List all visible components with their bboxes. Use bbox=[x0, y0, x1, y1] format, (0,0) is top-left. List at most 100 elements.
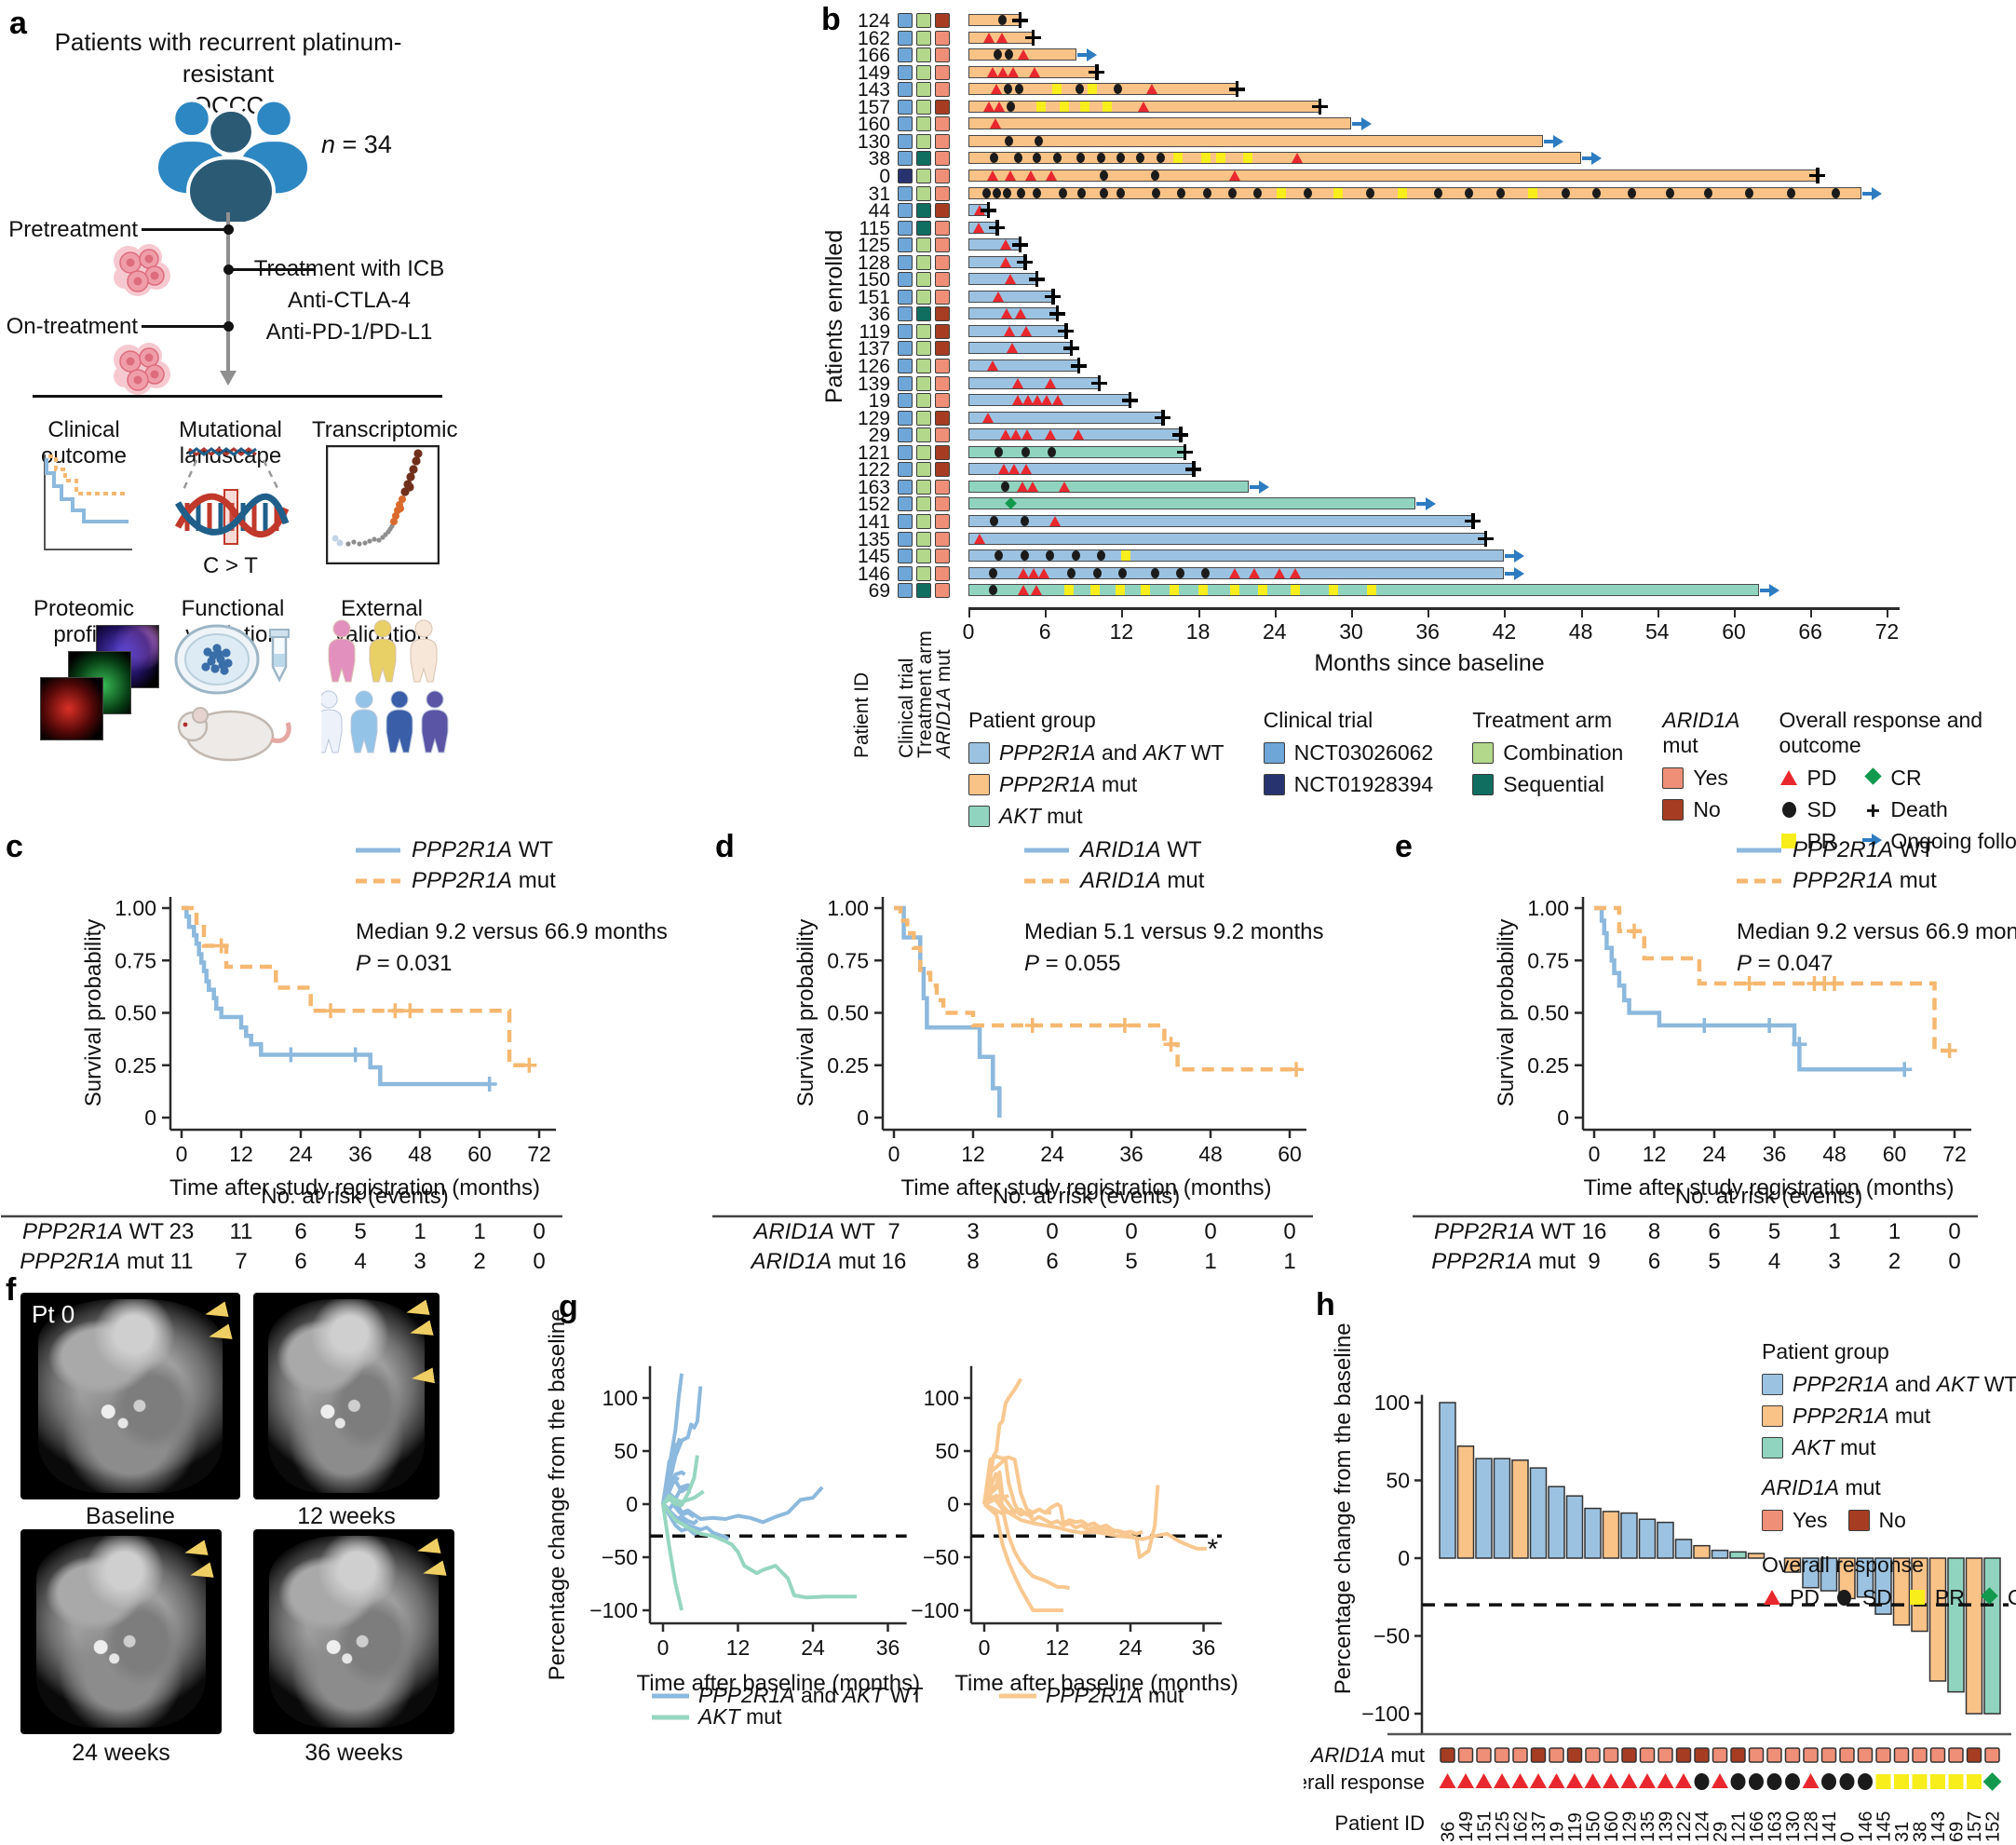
proteomic-icon bbox=[35, 626, 175, 766]
swimmer-bar bbox=[968, 497, 1415, 510]
sd-marker-icon bbox=[1002, 187, 1011, 198]
swimmer-track bbox=[968, 98, 1909, 116]
pr-marker-icon bbox=[1243, 153, 1253, 164]
swimmer-track bbox=[968, 185, 1909, 203]
treatment-arm-box bbox=[916, 565, 931, 581]
dna-icon bbox=[174, 447, 290, 545]
pd-marker-icon bbox=[1248, 567, 1260, 578]
sd-marker-icon bbox=[1591, 187, 1601, 198]
arid1a-box bbox=[935, 531, 950, 547]
pr-marker-icon bbox=[1200, 153, 1211, 164]
risk-row-label: PPP2R1A mut bbox=[20, 1249, 164, 1274]
death-icon bbox=[1172, 427, 1189, 443]
sd-marker-icon bbox=[1034, 135, 1043, 146]
risk-value: 11 bbox=[230, 1219, 253, 1244]
pd-marker-icon bbox=[972, 222, 984, 233]
microscopy-tile bbox=[41, 678, 102, 739]
arid1a-box-0 bbox=[1839, 1747, 1855, 1763]
risk-value: 11 bbox=[170, 1249, 194, 1274]
sd-marker-icon bbox=[1092, 567, 1102, 578]
swimmer-bar bbox=[968, 117, 1351, 130]
km-y-tick: 0 bbox=[1557, 1106, 1569, 1130]
km-y-tick: 1.00 bbox=[827, 896, 869, 920]
sd-marker-icon bbox=[1016, 187, 1025, 198]
risk-table-header: No. at risk (events) bbox=[261, 1184, 448, 1209]
patient-id-label: 121 bbox=[857, 441, 890, 464]
arid1a-box-121 bbox=[1730, 1747, 1746, 1763]
swimmer-x-tick: 18 bbox=[1185, 619, 1211, 644]
swimmer-track bbox=[968, 237, 1909, 254]
pr-marker-icon bbox=[1169, 585, 1179, 596]
treatment-arm-box bbox=[916, 479, 931, 495]
death-icon bbox=[1011, 237, 1028, 253]
arid1a-box-160 bbox=[1603, 1747, 1619, 1763]
km-x-tick: 12 bbox=[1643, 1142, 1667, 1166]
arid1a-box bbox=[935, 513, 950, 529]
treatment-arm-box bbox=[916, 410, 931, 426]
sd-marker-icon bbox=[1366, 187, 1375, 198]
patient-id-label: 69 bbox=[868, 580, 890, 603]
pd-marker-icon bbox=[1012, 377, 1024, 388]
spider-line bbox=[661, 1503, 684, 1611]
km-p-value: P = 0.031 bbox=[356, 951, 452, 976]
risk-row-label: ARID1A mut bbox=[750, 1249, 876, 1274]
swimmer-track bbox=[968, 461, 1909, 479]
waterfall-bar-145 bbox=[1874, 1557, 1892, 1615]
sd-marker-icon bbox=[1177, 187, 1186, 198]
pr-marker-icon bbox=[1930, 1774, 1945, 1789]
sd-marker-icon bbox=[1096, 153, 1105, 164]
arid1a-box bbox=[935, 64, 950, 80]
clinical-trial-box bbox=[898, 496, 913, 512]
death-icon bbox=[1477, 530, 1494, 547]
panel-a-title: Patients with recurrent platinum-resista… bbox=[54, 28, 402, 119]
swimmer-column-label: Clinical trial bbox=[896, 658, 917, 758]
spider-line bbox=[661, 1502, 730, 1541]
waterfall-bar-130 bbox=[1783, 1557, 1802, 1573]
pd-marker-icon bbox=[1802, 1773, 1820, 1788]
risk-value: 0 bbox=[533, 1219, 545, 1244]
swimmer-track bbox=[968, 409, 1909, 427]
risk-value: 16 bbox=[882, 1249, 907, 1274]
km-curve bbox=[1594, 905, 1905, 1072]
pd-marker-icon bbox=[982, 101, 994, 112]
km-x-tick: 60 bbox=[1883, 1142, 1907, 1166]
clinical-trial-box bbox=[898, 272, 913, 288]
risk-value: 16 bbox=[1582, 1219, 1607, 1244]
waterfall-bar-19 bbox=[1548, 1485, 1565, 1559]
arid1a-box-119 bbox=[1566, 1747, 1583, 1763]
pd-marker-icon bbox=[1017, 567, 1029, 578]
waterfall-patient-id: 36 bbox=[1439, 1822, 1459, 1842]
pr-marker-icon bbox=[1397, 187, 1407, 198]
waterfall-y-tick: 50 bbox=[1386, 1469, 1410, 1493]
death-icon bbox=[1090, 374, 1107, 391]
swimmer-row-31: 31 bbox=[819, 183, 2016, 205]
pd-marker-icon bbox=[1044, 377, 1056, 388]
swimmer-x-tick: 60 bbox=[1722, 619, 1746, 644]
waterfall-patient-id: 29 bbox=[1711, 1822, 1731, 1842]
spider-x-tick: 12 bbox=[726, 1635, 751, 1660]
waterfall-bar-166 bbox=[1747, 1553, 1766, 1559]
sd-marker-icon bbox=[1033, 153, 1042, 164]
km-curve bbox=[182, 905, 490, 1087]
waterfall-patient-id: 163 bbox=[1766, 1811, 1786, 1842]
tumor-cells-icon bbox=[114, 244, 170, 296]
death-icon bbox=[1028, 271, 1045, 288]
pd-marker-icon bbox=[1584, 1773, 1602, 1788]
risk-value: 23 bbox=[169, 1219, 195, 1244]
waterfall-patient-id: 152 bbox=[1983, 1811, 2004, 1842]
sd-marker-icon bbox=[1096, 550, 1105, 562]
clinical-trial-box bbox=[898, 341, 913, 357]
pr-marker-icon bbox=[1216, 153, 1226, 164]
km-legend-label: PPP2R1A WT bbox=[412, 837, 553, 862]
km-y-tick: 0 bbox=[857, 1106, 869, 1130]
swimmer-row-36: 36 bbox=[819, 304, 2016, 325]
pd-marker-icon bbox=[1603, 1773, 1619, 1788]
waterfall-patient-id: 151 bbox=[1475, 1811, 1495, 1842]
treatment-arm-box bbox=[916, 82, 931, 98]
sd-marker-icon bbox=[1150, 567, 1159, 578]
pd-marker-icon bbox=[974, 205, 986, 216]
risk-value: 5 bbox=[1768, 1219, 1780, 1244]
pd-marker-icon bbox=[1620, 1773, 1638, 1788]
arid1a-box-143 bbox=[1929, 1747, 1946, 1763]
waterfall-bar-151 bbox=[1475, 1458, 1493, 1559]
